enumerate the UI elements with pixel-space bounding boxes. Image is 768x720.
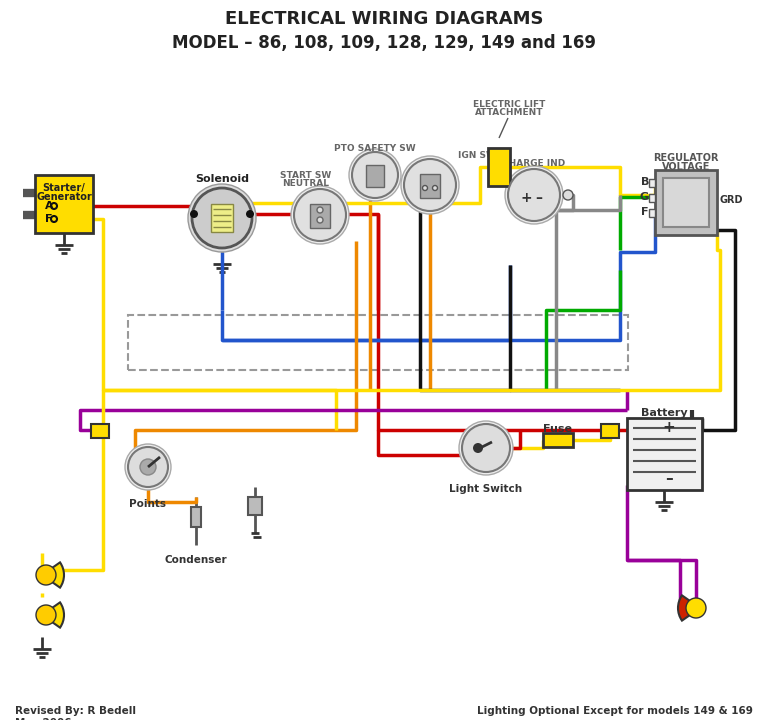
FancyBboxPatch shape	[420, 174, 440, 198]
Text: Points: Points	[130, 499, 167, 509]
Text: START SW: START SW	[280, 171, 332, 180]
Text: ATTACHMENT: ATTACHMENT	[475, 108, 543, 117]
Text: Starter/: Starter/	[43, 183, 85, 193]
Circle shape	[188, 184, 256, 252]
Circle shape	[317, 207, 323, 213]
Wedge shape	[678, 595, 700, 621]
FancyBboxPatch shape	[649, 194, 655, 202]
Circle shape	[36, 605, 56, 625]
Circle shape	[401, 156, 459, 214]
FancyBboxPatch shape	[211, 204, 233, 232]
Text: Light Switch: Light Switch	[449, 484, 522, 494]
Text: CHARGE IND: CHARGE IND	[502, 159, 565, 168]
Text: Lighting Optional Except for models 149 & 169: Lighting Optional Except for models 149 …	[477, 706, 753, 716]
Text: –: –	[665, 470, 673, 485]
Text: Condenser: Condenser	[164, 555, 227, 565]
Circle shape	[291, 186, 349, 244]
Circle shape	[462, 424, 510, 472]
Text: ELECTRICAL WIRING DIAGRAMS: ELECTRICAL WIRING DIAGRAMS	[225, 10, 543, 28]
Circle shape	[140, 459, 156, 475]
Circle shape	[404, 159, 456, 211]
FancyBboxPatch shape	[655, 170, 717, 235]
Wedge shape	[42, 603, 64, 628]
Circle shape	[190, 210, 198, 218]
Text: –: –	[535, 191, 542, 205]
Circle shape	[563, 190, 573, 200]
Circle shape	[686, 598, 706, 618]
Text: MODEL – 86, 108, 109, 128, 129, 149 and 169: MODEL – 86, 108, 109, 128, 129, 149 and …	[172, 34, 596, 52]
Text: Battery: Battery	[641, 408, 687, 418]
FancyBboxPatch shape	[543, 433, 573, 447]
Text: NEUTRAL: NEUTRAL	[283, 179, 329, 188]
Circle shape	[505, 166, 563, 224]
FancyBboxPatch shape	[488, 148, 510, 186]
FancyBboxPatch shape	[649, 209, 655, 217]
Circle shape	[352, 152, 398, 198]
Circle shape	[36, 565, 56, 585]
Circle shape	[349, 149, 401, 201]
Text: GRD: GRD	[720, 195, 743, 205]
FancyBboxPatch shape	[35, 175, 93, 233]
Text: Solenoid: Solenoid	[195, 174, 249, 184]
Wedge shape	[42, 562, 64, 588]
Text: VOLTAGE: VOLTAGE	[662, 162, 710, 172]
Text: F: F	[641, 207, 649, 217]
Text: ELECTRIC LIFT: ELECTRIC LIFT	[473, 100, 545, 109]
Circle shape	[473, 443, 483, 453]
FancyBboxPatch shape	[601, 424, 619, 438]
Circle shape	[432, 186, 438, 191]
FancyBboxPatch shape	[91, 424, 109, 438]
Circle shape	[128, 447, 168, 487]
Text: A: A	[45, 201, 54, 211]
Circle shape	[192, 188, 252, 248]
FancyBboxPatch shape	[663, 178, 709, 227]
Text: REGULATOR: REGULATOR	[654, 153, 719, 163]
Text: +: +	[663, 420, 675, 436]
Circle shape	[125, 444, 171, 490]
Text: F: F	[45, 214, 52, 224]
Text: Revised By: R Bedell
May 2006: Revised By: R Bedell May 2006	[15, 706, 136, 720]
Text: Fuse: Fuse	[544, 424, 572, 434]
FancyBboxPatch shape	[366, 165, 384, 187]
Text: +: +	[520, 191, 531, 205]
FancyBboxPatch shape	[310, 204, 330, 228]
FancyBboxPatch shape	[627, 418, 702, 490]
FancyBboxPatch shape	[248, 497, 262, 515]
Text: PTO SAFETY SW: PTO SAFETY SW	[334, 144, 415, 153]
Text: Generator: Generator	[36, 192, 92, 202]
Circle shape	[246, 210, 254, 218]
FancyBboxPatch shape	[649, 179, 655, 187]
Circle shape	[459, 421, 513, 475]
Text: G: G	[640, 192, 649, 202]
Circle shape	[422, 186, 428, 191]
Text: B: B	[641, 177, 649, 187]
Circle shape	[294, 189, 346, 241]
FancyBboxPatch shape	[191, 507, 201, 527]
Circle shape	[508, 169, 560, 221]
Circle shape	[317, 217, 323, 223]
Text: IGN SW: IGN SW	[458, 151, 496, 160]
